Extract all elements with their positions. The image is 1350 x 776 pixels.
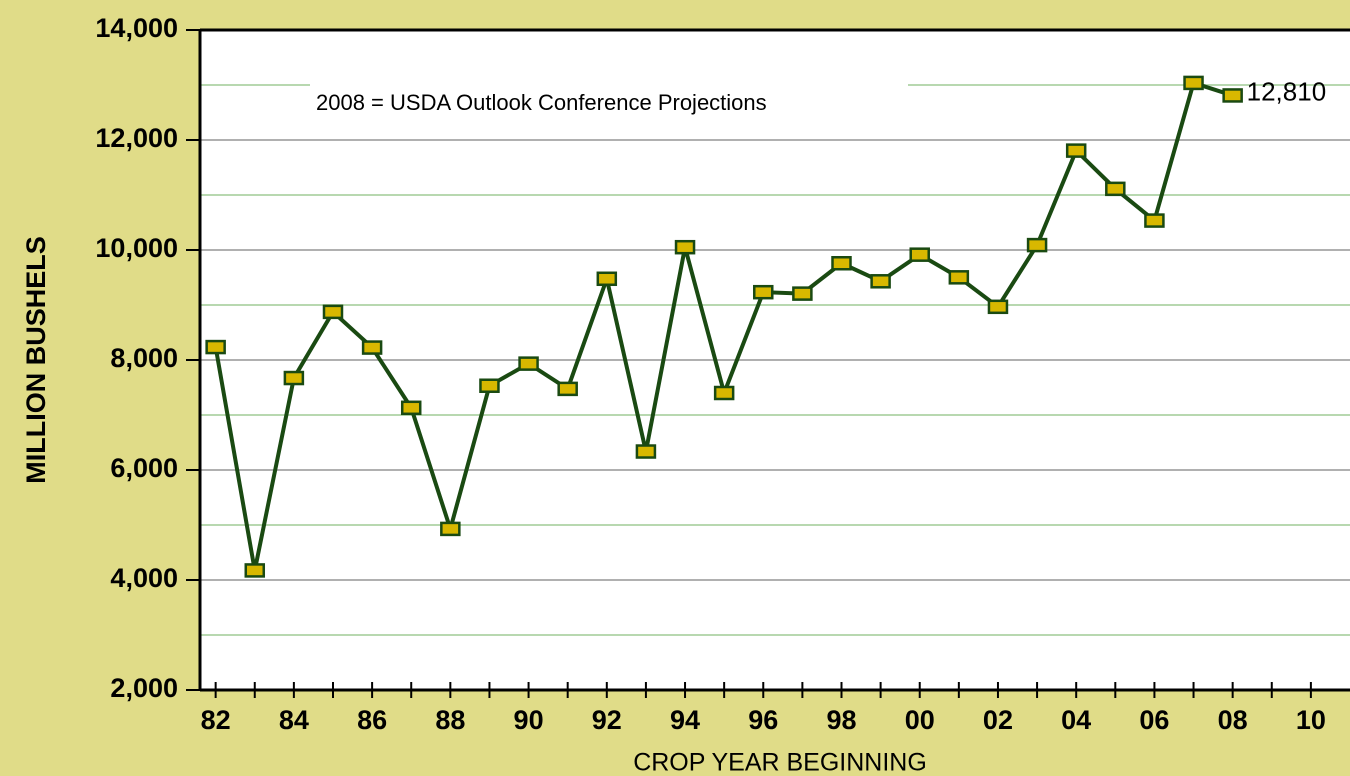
marker xyxy=(753,284,774,300)
marker xyxy=(400,400,422,416)
annotation-box xyxy=(310,84,908,124)
x-tick-label: 92 xyxy=(592,705,622,735)
marker xyxy=(557,381,578,397)
marker xyxy=(205,339,226,355)
x-tick-label: 94 xyxy=(670,705,700,735)
y-tick-label: 10,000 xyxy=(95,233,178,263)
marker xyxy=(1065,143,1087,158)
marker xyxy=(518,356,539,371)
y-tick-label: 14,000 xyxy=(95,13,178,43)
marker xyxy=(361,340,383,355)
marker xyxy=(1183,75,1204,91)
marker xyxy=(283,370,305,386)
marker xyxy=(987,299,1009,315)
x-tick-label: 86 xyxy=(357,705,387,735)
annotation: 2008 = USDA Outlook Conference Projectio… xyxy=(316,90,767,115)
marker xyxy=(713,385,735,401)
marker xyxy=(635,444,657,459)
x-tick-label: 02 xyxy=(983,705,1013,735)
marker xyxy=(596,271,618,287)
marker xyxy=(674,239,696,255)
y-tick-label: 2,000 xyxy=(110,673,178,703)
marker xyxy=(831,256,852,271)
marker xyxy=(1026,237,1048,253)
marker xyxy=(479,378,500,393)
y-axis-title: MILLION BUSHELS xyxy=(21,236,51,484)
x-tick-label: 04 xyxy=(1061,705,1091,735)
marker xyxy=(792,286,813,301)
marker xyxy=(322,304,344,320)
x-tick-label: 82 xyxy=(201,705,231,735)
marker xyxy=(1222,88,1243,103)
marker xyxy=(909,247,930,262)
marker xyxy=(244,563,266,578)
y-tick-label: 6,000 xyxy=(110,453,178,483)
x-tick-label: 00 xyxy=(905,705,935,735)
marker xyxy=(440,521,461,537)
y-tick-label: 8,000 xyxy=(110,343,178,373)
x-tick-label: 06 xyxy=(1139,705,1169,735)
y-tick-label: 12,000 xyxy=(95,123,178,153)
y-tick-label: 4,000 xyxy=(110,563,178,593)
x-tick-label: 90 xyxy=(514,705,544,735)
x-tick-label: 98 xyxy=(826,705,856,735)
data-label: 12,810 xyxy=(1247,76,1327,106)
x-axis-title: CROP YEAR BEGINNING xyxy=(633,749,927,776)
marker xyxy=(1144,213,1165,228)
x-tick-label: 84 xyxy=(279,705,309,735)
marker xyxy=(870,274,891,289)
x-tick-label: 96 xyxy=(748,705,778,735)
x-tick-label: 10 xyxy=(1296,705,1326,735)
x-tick-label: 88 xyxy=(435,705,465,735)
x-tick-label: 08 xyxy=(1218,705,1248,735)
marker xyxy=(948,270,970,285)
marker xyxy=(1105,181,1126,197)
